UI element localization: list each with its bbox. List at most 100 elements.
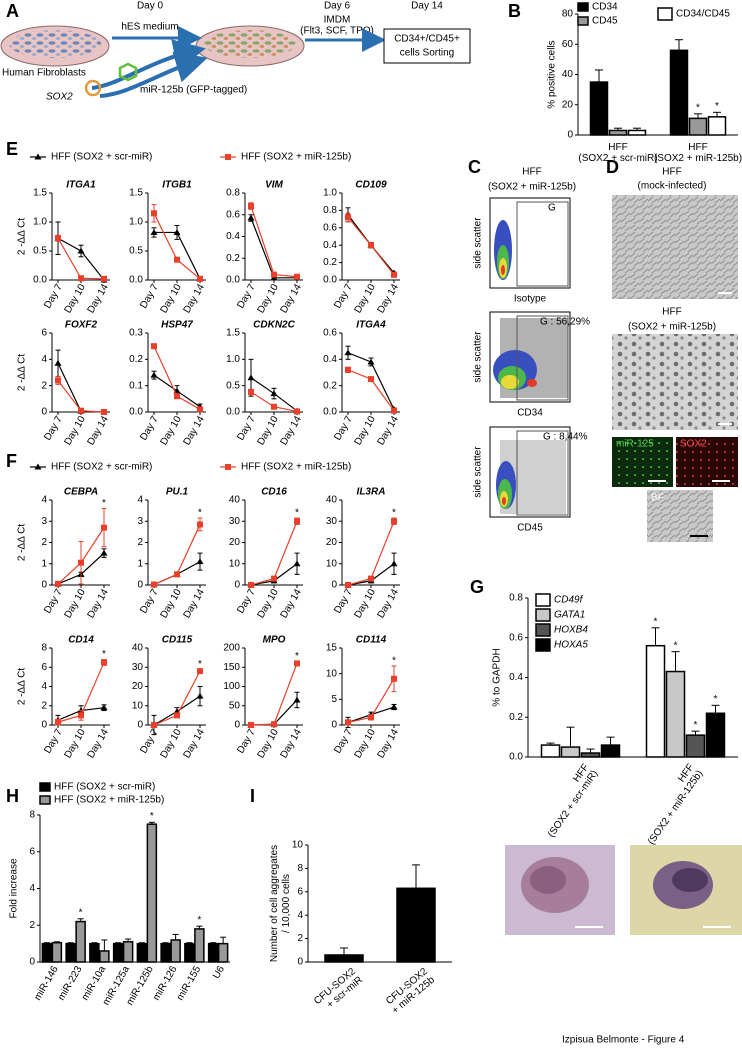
data-point [174,712,180,719]
data-point [345,719,351,726]
flow-plot: G : 56,29% side scatter CD34 [473,311,590,419]
y-axis-label: 2 -ΔΔ Ct [17,668,28,705]
data-point [174,571,180,578]
y-tick-label: 0.2 [323,380,337,391]
legend-label: HOXA5 [554,640,588,651]
significance-mark: * [295,651,299,662]
y-tick-label: 60 [562,39,574,50]
chart-title: CD109 [355,180,387,191]
bar [160,942,171,963]
y-tick-label: 10 [229,558,241,569]
legend-label: HFF (SOX2 + scr-miR) [51,152,152,163]
y-tick-label: 8 [29,810,35,821]
bar [669,49,689,136]
gate [516,201,569,287]
x-tick-label: Day 10 [256,282,282,315]
y-tick-label: 0.0 [129,407,143,418]
flow-title: (SOX2 + miR-125b) [488,182,576,193]
y-tick-label: 40 [562,69,574,80]
x-tick-label-line: (SOX2 + miR-125b) [646,768,706,846]
y-tick-label: 2 [41,380,47,391]
y-tick-label: 0.5 [33,246,47,257]
legend-swatch [577,16,589,26]
y-tick-label: 1.0 [33,217,47,228]
y-tick-label: 0 [567,130,573,141]
y-tick-label: 4 [41,681,47,692]
bar [194,928,205,963]
data-point [77,247,85,254]
y-tick-label: 10 [326,668,338,679]
chart-title: IL3RA [357,487,386,498]
colony [530,866,566,894]
image-title: (SOX2 + miR-125b) [628,322,716,333]
y-tick-label: 2 [29,920,35,931]
image-title: (mock-infected) [638,181,707,192]
y-axis-label: 2 -ΔΔ Ct [17,354,28,391]
data-point [391,675,397,682]
y-tick-label: 0 [41,720,47,731]
y-tick-label: 0.4 [226,231,240,242]
y-tick-label: 30 [229,516,241,527]
gate-label: G : 8,44% [543,432,588,443]
colony-photos [505,845,742,935]
data-point [345,214,351,221]
flow-plot: G side scatter Isotype [473,197,571,305]
panel-label: C [468,157,481,177]
y-tick-label: 10 [132,700,144,711]
data-point [293,560,301,567]
y-tick-label: 0 [234,580,240,591]
series-line [57,237,105,281]
data-point [197,275,203,282]
series-line [153,213,201,280]
plasmid [84,79,102,97]
bar [324,954,364,963]
data-point [294,273,300,280]
data-point [248,722,254,728]
x-tick-label: Day 7 [235,727,258,756]
y-tick-label: 0.0 [226,407,240,418]
data-point [101,409,107,415]
x-tick-label: HFF(SOX2 + miR-125b) [654,142,742,164]
data-point [248,388,254,395]
y-tick-label: 1.0 [226,354,240,365]
data-point [345,582,351,588]
legend-swatch [39,795,51,805]
y-tick-label: 6 [41,662,47,673]
chart-title: ITGA1 [66,180,96,191]
legend-swatch [535,638,551,652]
y-tick-label: 0.2 [323,257,337,268]
y-tick-label: 8 [297,863,303,874]
bar [645,644,666,758]
cell-label: Human Fibroblasts [2,68,86,79]
micrograph [647,490,713,542]
y-tick-label: 0.0 [226,275,240,286]
x-tick-label: Day 14 [279,414,305,447]
y-tick-label: 0 [331,580,337,591]
data-point [150,371,158,378]
data-point [78,712,84,719]
y-axis-label: % positive cells [547,40,558,108]
data-point [294,408,300,415]
data-point [390,703,398,710]
medium: IMDM [324,15,351,26]
bar [41,942,53,963]
x-tick-label: Day 14 [86,587,112,620]
y-tick-label: 6 [29,846,35,857]
series-line [57,237,105,280]
density [502,497,506,505]
data-point [293,696,301,703]
legend-label: HFF (SOX2 + scr-miR) [54,782,155,793]
bar [540,744,561,758]
medium: hES medium [121,22,178,33]
data-point [78,275,84,282]
y-tick-label: 0.6 [323,328,337,339]
chart-title: VIM [265,180,283,191]
y-tick-label: 10 [292,840,304,851]
data-point [100,549,108,556]
bar [560,746,581,758]
series-line [57,380,105,413]
data-point [55,719,61,726]
series-line [347,521,395,586]
chart-title: CDKN2C [253,320,295,331]
